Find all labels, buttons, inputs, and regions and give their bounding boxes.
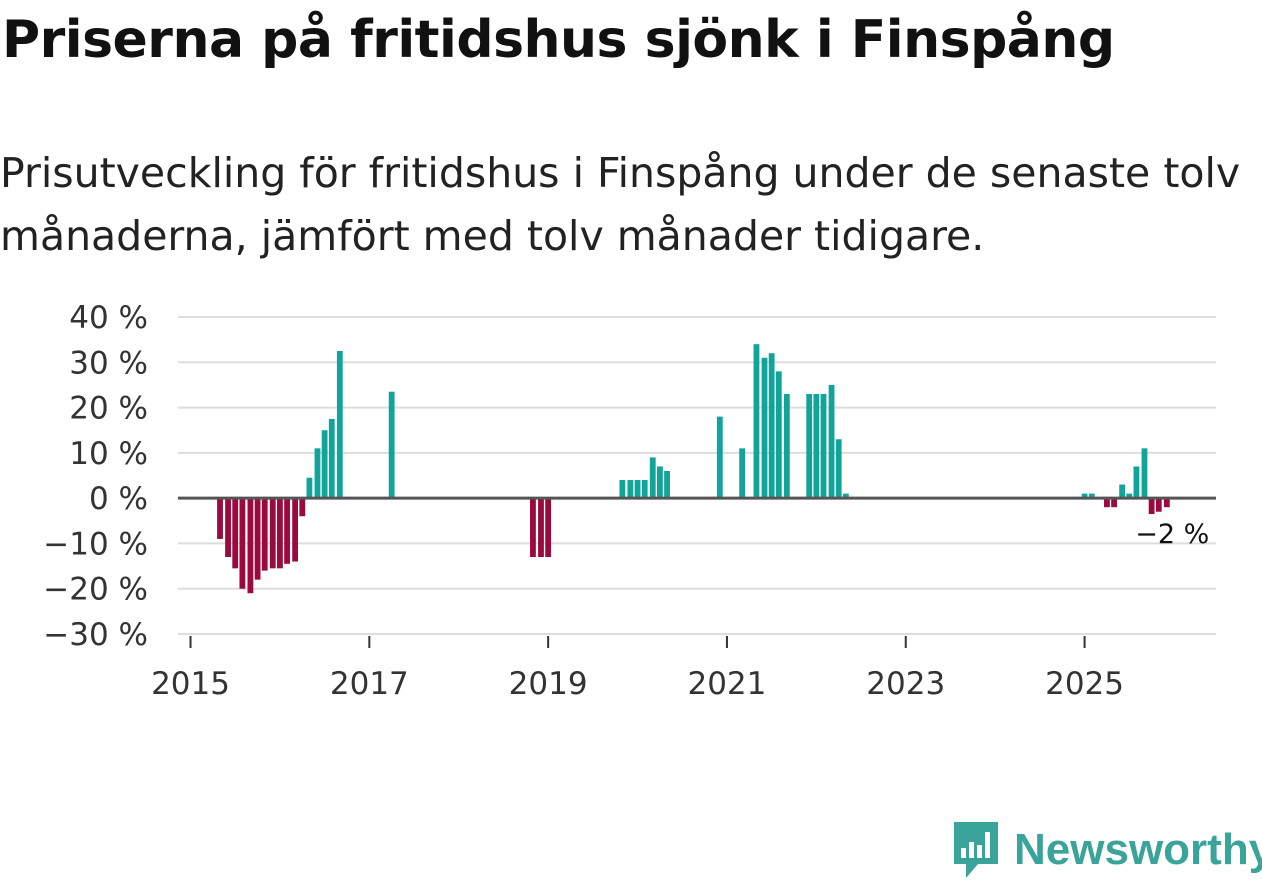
chart-title: Priserna på fritidshus sjönk i Finspång (2, 10, 1115, 70)
bar (1148, 498, 1155, 514)
bar (1133, 466, 1140, 499)
bar (775, 371, 782, 499)
x-tick-label: 2017 (330, 666, 409, 702)
bar (820, 393, 827, 499)
bar (277, 498, 283, 569)
bar (739, 448, 746, 499)
bar (761, 357, 768, 499)
bar (306, 477, 313, 499)
y-tick-label: −20 % (43, 572, 148, 608)
bar (1111, 498, 1117, 508)
bar (247, 498, 254, 594)
tick-labels: 40 % 30 % 20 % 10 % 0 % −10 % −20 % −30 %2015 20… (43, 300, 1209, 702)
bar (269, 498, 276, 569)
x-tick-label: 2021 (687, 666, 766, 702)
bar (321, 430, 328, 499)
bar (1104, 498, 1110, 508)
bar (641, 480, 648, 499)
bars (217, 344, 1170, 594)
bar (1155, 498, 1162, 512)
bar (545, 498, 552, 558)
bar (656, 466, 663, 499)
bar (627, 480, 634, 499)
y-tick-label: −30 % (43, 617, 148, 653)
bar (261, 498, 268, 571)
bar (664, 470, 670, 499)
bar (1088, 493, 1095, 499)
brand-name: Newsworthy (1014, 825, 1262, 874)
axes (178, 496, 1216, 648)
bar (225, 498, 231, 558)
x-tick-label: 2015 (151, 666, 230, 702)
bar (1081, 493, 1088, 499)
y-tick-label: 20 % (69, 391, 148, 427)
bar (530, 498, 536, 558)
y-tick-label: 10 % (69, 436, 148, 472)
x-tick-label: 2025 (1045, 666, 1124, 702)
y-tick-label: 0 % (89, 481, 148, 517)
bar (217, 498, 223, 539)
bar (299, 498, 306, 517)
y-tick-label: 30 % (69, 345, 148, 381)
newsworthy-logo-icon (954, 822, 998, 878)
bar (619, 480, 626, 499)
last-value-annotation: −2 % (1135, 519, 1209, 550)
x-tick-label: 2023 (866, 666, 945, 702)
bar (649, 457, 656, 499)
bar (1126, 493, 1133, 499)
bar (634, 480, 641, 499)
bar (232, 498, 239, 569)
y-tick-label: 40 % (69, 300, 148, 336)
bar (835, 439, 842, 499)
bar (806, 393, 813, 499)
bar (828, 384, 835, 499)
bar (842, 493, 849, 499)
bar (388, 391, 395, 499)
bar (1141, 448, 1148, 499)
bar (328, 418, 335, 499)
brand: Newsworthy (952, 820, 1262, 880)
bar (292, 498, 299, 562)
bar (1119, 484, 1126, 499)
bar (753, 344, 760, 499)
y-tick-label: −10 % (43, 526, 148, 562)
bar (716, 416, 723, 499)
bar (813, 393, 820, 499)
bar (254, 498, 261, 580)
bar (538, 498, 544, 558)
bar (314, 448, 321, 499)
grid-lines (178, 316, 1216, 635)
bar (768, 353, 775, 499)
chart-subtitle: Prisutveckling för fritidshus i Finspång… (0, 149, 1241, 260)
bar (1163, 498, 1170, 508)
bar (783, 393, 790, 499)
bar (336, 350, 343, 499)
x-tick-label: 2019 (509, 666, 588, 702)
bar (284, 498, 290, 564)
bar (239, 498, 246, 589)
